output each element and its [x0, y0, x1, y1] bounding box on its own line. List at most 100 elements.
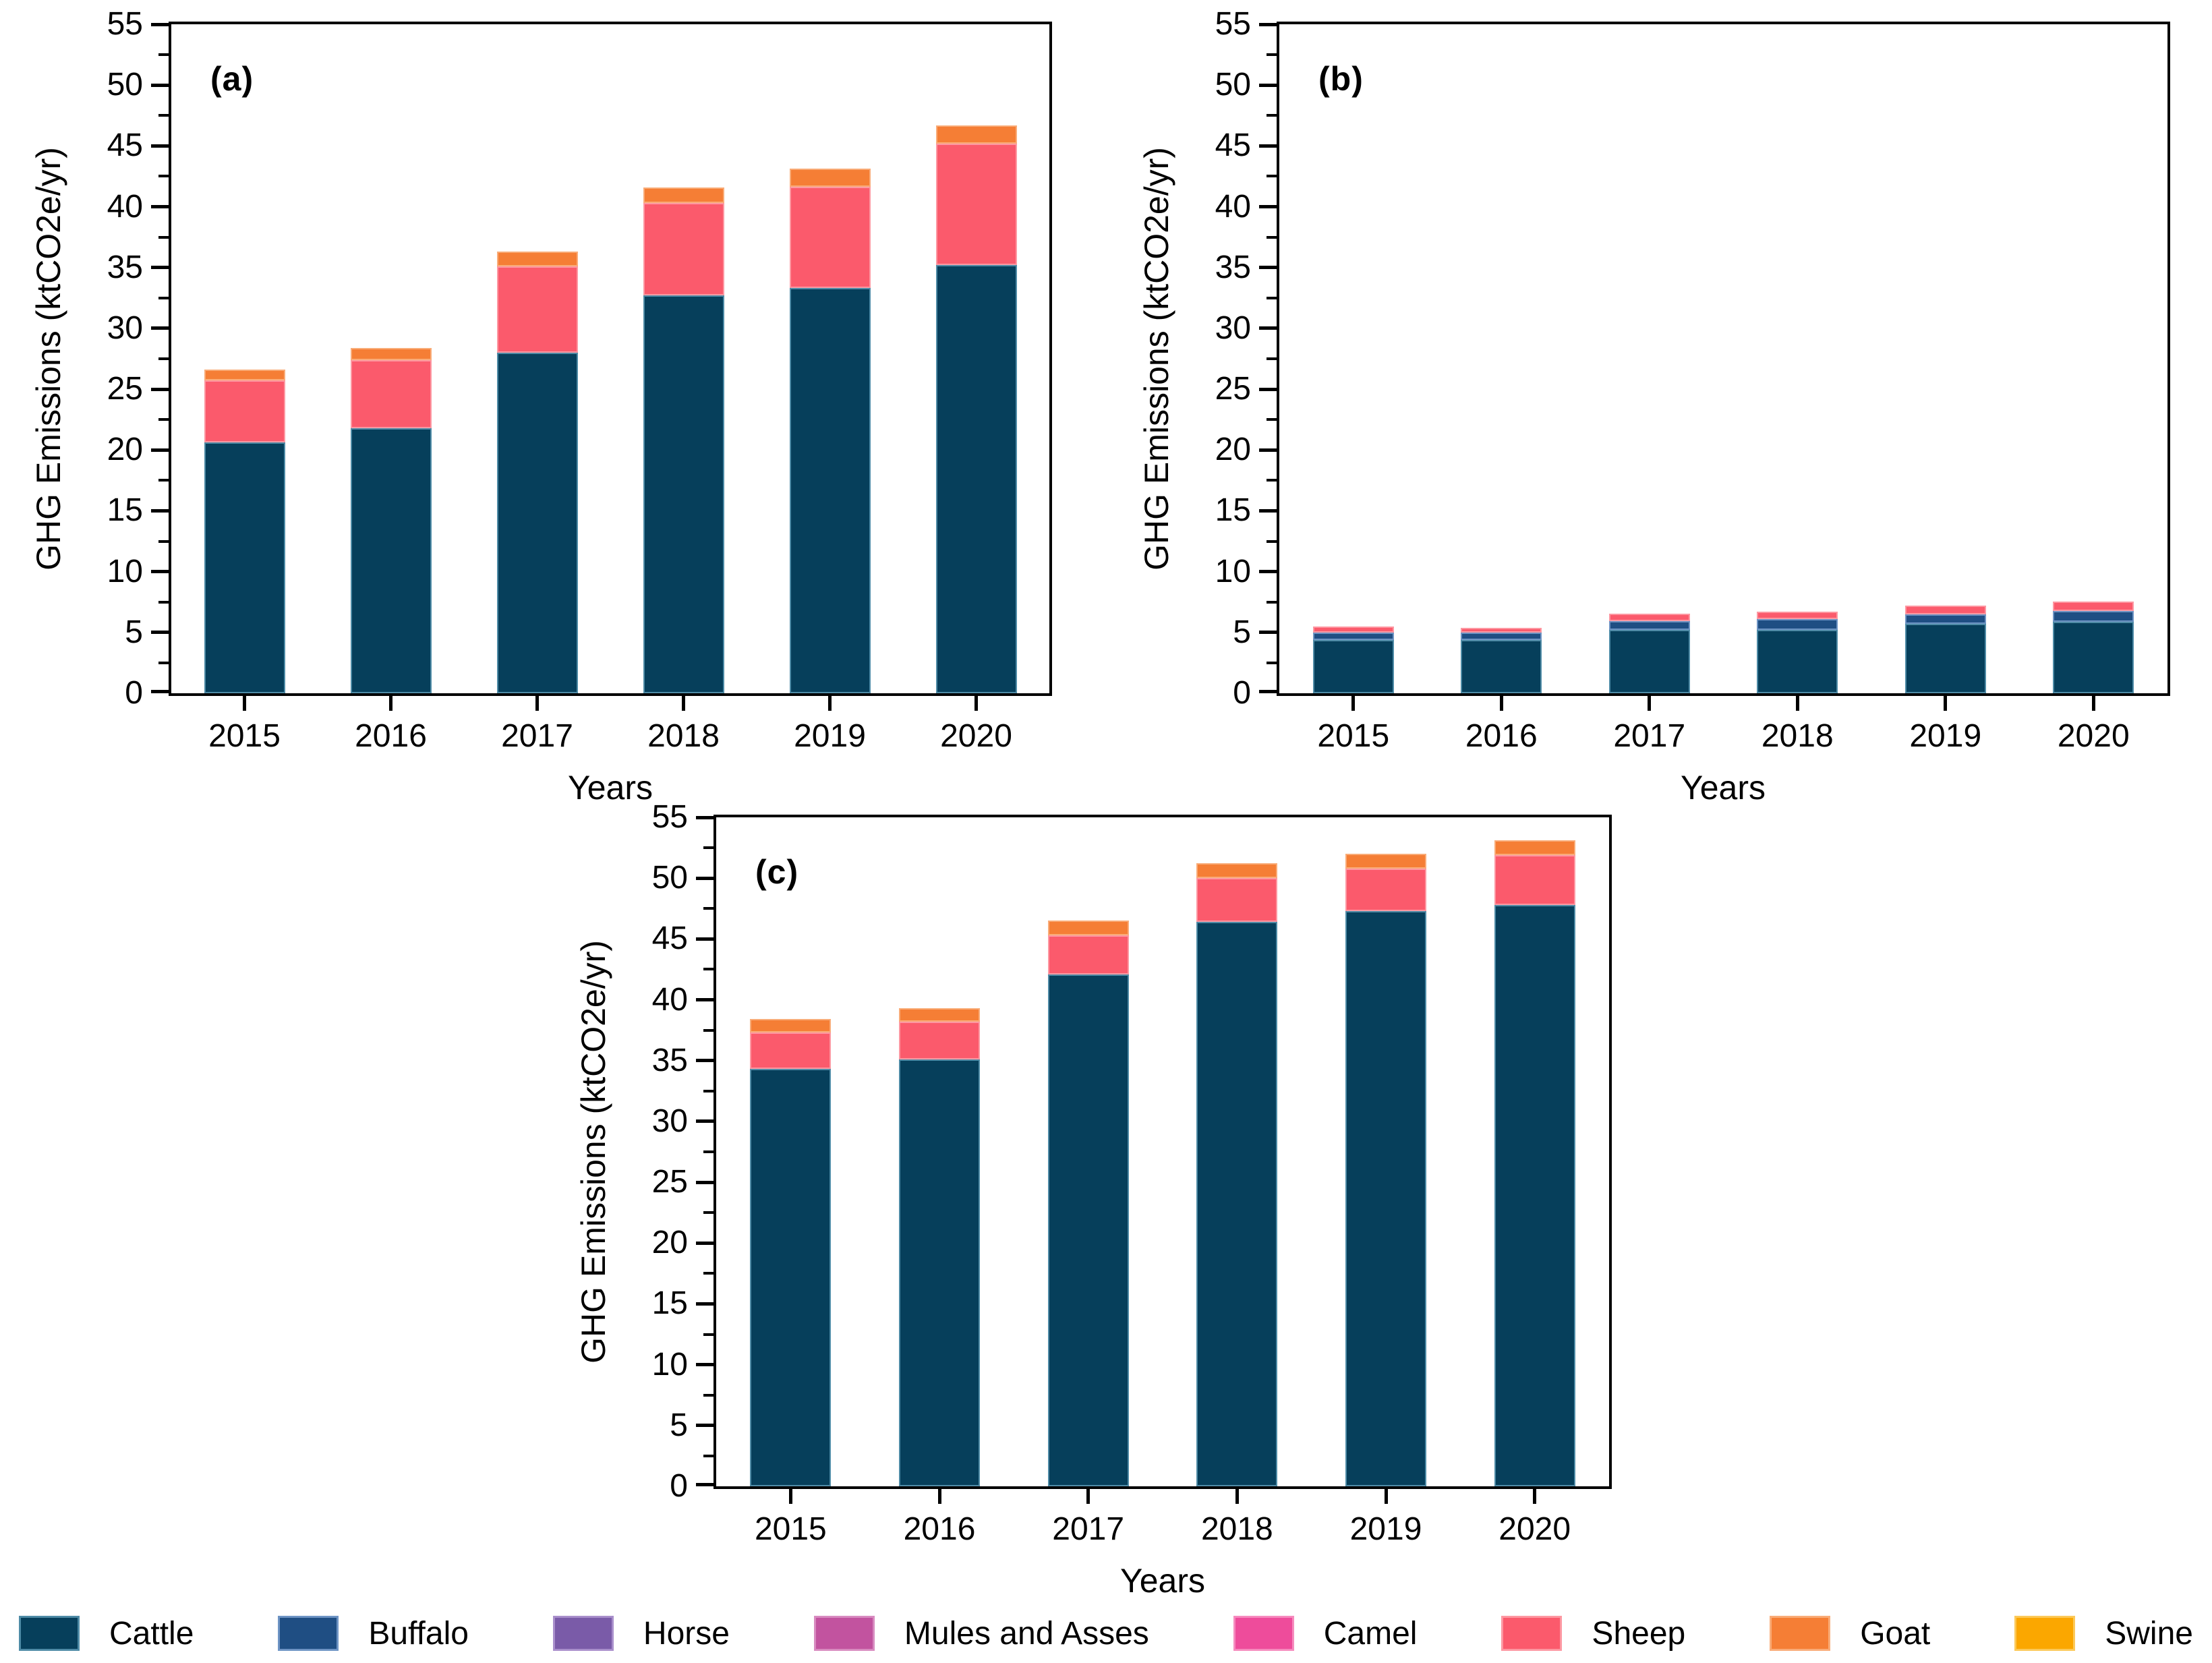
bar-segment-goat [1196, 863, 1278, 878]
y-tick-label: 10 [651, 1346, 688, 1382]
y-tick-label: 25 [1215, 371, 1251, 407]
bar-segment-cattle [899, 1059, 980, 1486]
stacked-bar-2018 [643, 187, 724, 693]
x-tick-label: 2018 [1761, 718, 1834, 754]
y-major-tick [696, 1180, 714, 1184]
y-minor-tick [158, 539, 169, 543]
x-tick-label: 2015 [1317, 718, 1390, 754]
stacked-bar-2015 [204, 370, 285, 693]
y-major-tick [1259, 266, 1277, 270]
x-tick-label: 2020 [1498, 1511, 1571, 1547]
bar-segment-sheep [1196, 878, 1278, 922]
bar-segment-sheep [1608, 614, 1690, 621]
y-minor-tick [158, 418, 169, 421]
y-major-tick [1259, 690, 1277, 693]
bar-segment-sheep [204, 380, 285, 442]
bar-segment-goat [750, 1019, 832, 1032]
y-tick-label: 45 [651, 921, 688, 957]
bar-segment-cattle [750, 1069, 832, 1486]
bar-segment-sheep [2053, 602, 2134, 611]
bar-segment-cattle [204, 442, 285, 693]
bar-segment-cattle [1345, 911, 1426, 1486]
y-minor-tick [1267, 418, 1277, 421]
stacked-bar-2019 [1904, 606, 1986, 693]
y-minor-tick [703, 846, 714, 850]
legend-swatch [813, 1616, 875, 1651]
x-tick [1533, 1486, 1537, 1504]
x-tick-label: 2019 [1349, 1511, 1422, 1547]
y-major-tick [696, 1483, 714, 1486]
panel-letter-b: (b) [1318, 60, 1364, 98]
legend-label: Swine [2105, 1615, 2193, 1652]
bar-segment-goat [789, 169, 871, 187]
legend: Cattle Buffalo Horse Mules and Asses Camel Sh… [0, 1606, 2212, 1660]
x-tick [1351, 693, 1356, 711]
x-axis-title-a: Years [567, 769, 653, 807]
stacked-bar-2016 [1461, 628, 1542, 693]
y-major-tick [696, 1059, 714, 1063]
y-minor-tick [1267, 539, 1277, 543]
bar-segment-goat [899, 1008, 980, 1022]
y-tick-label: 15 [1215, 492, 1251, 529]
y-minor-tick [1267, 53, 1277, 57]
y-major-tick [151, 205, 169, 209]
x-tick [937, 1486, 941, 1504]
legend-swatch [2014, 1616, 2076, 1651]
x-tick-label: 2016 [355, 718, 427, 754]
y-major-tick [1259, 387, 1277, 391]
legend-label: Sheep [1592, 1615, 1686, 1652]
stacked-bar-2020 [2053, 602, 2134, 693]
y-major-tick [1259, 205, 1277, 209]
y-major-tick [696, 1363, 714, 1367]
bar-segment-buffalo [2053, 611, 2134, 622]
y-major-tick [151, 448, 169, 452]
y-minor-tick [1267, 235, 1277, 239]
bar-segment-sheep [1345, 869, 1426, 911]
y-minor-tick [703, 907, 714, 910]
legend-swatch [19, 1616, 80, 1651]
bar-segment-goat [204, 370, 285, 380]
bar-segment-cattle [1047, 974, 1129, 1486]
y-major-tick [696, 876, 714, 880]
bar-segment-sheep [1047, 935, 1129, 974]
y-tick-label: 40 [1215, 188, 1251, 225]
plot-area-a: (a) 0 5 10 15 20 25 30 35 40 45 50 55 2015 2016 2017 20… [107, 6, 1052, 754]
y-major-tick [1259, 326, 1277, 330]
y-minor-tick [158, 296, 169, 299]
x-tick-label: 2016 [903, 1511, 976, 1547]
stacked-bar-2015 [1312, 626, 1394, 693]
bar-segment-buffalo [1608, 621, 1690, 630]
bar-segment-goat [496, 252, 578, 266]
stacked-bar-2019 [1345, 854, 1426, 1486]
x-axis-title-c: Years [1119, 1562, 1206, 1600]
stacked-bar-2020 [935, 125, 1017, 693]
bar-segment-sheep [1494, 855, 1575, 905]
bar-segment-goat [1345, 854, 1426, 869]
bar-segment-cattle [350, 428, 432, 693]
stacked-bar-2017 [1047, 921, 1129, 1486]
bar-segment-goat [1494, 840, 1575, 855]
bar-segment-buffalo [1461, 633, 1542, 640]
panel-letter-a: (a) [210, 60, 254, 98]
y-minor-tick [158, 479, 169, 482]
bar-segment-sheep [350, 360, 432, 428]
y-tick-label: 0 [125, 675, 143, 711]
y-minor-tick [1267, 600, 1277, 604]
y-tick-label: 30 [107, 310, 143, 346]
stacked-bar-2018 [1757, 612, 1838, 693]
y-minor-tick [703, 1333, 714, 1336]
legend-label: Horse [643, 1615, 730, 1652]
stacked-bar-2016 [899, 1008, 980, 1486]
x-tick [1086, 1486, 1090, 1504]
legend-label: Cattle [109, 1615, 194, 1652]
y-major-tick [696, 1302, 714, 1306]
y-tick-label: 25 [107, 371, 143, 407]
y-major-tick [151, 23, 169, 26]
x-tick-label: 2019 [794, 718, 866, 754]
y-minor-tick [1267, 357, 1277, 360]
stacked-bar-2019 [789, 169, 871, 693]
bar-segment-buffalo [1904, 614, 1986, 624]
y-major-tick [1259, 23, 1277, 26]
bar-segment-cattle [1904, 624, 1986, 693]
